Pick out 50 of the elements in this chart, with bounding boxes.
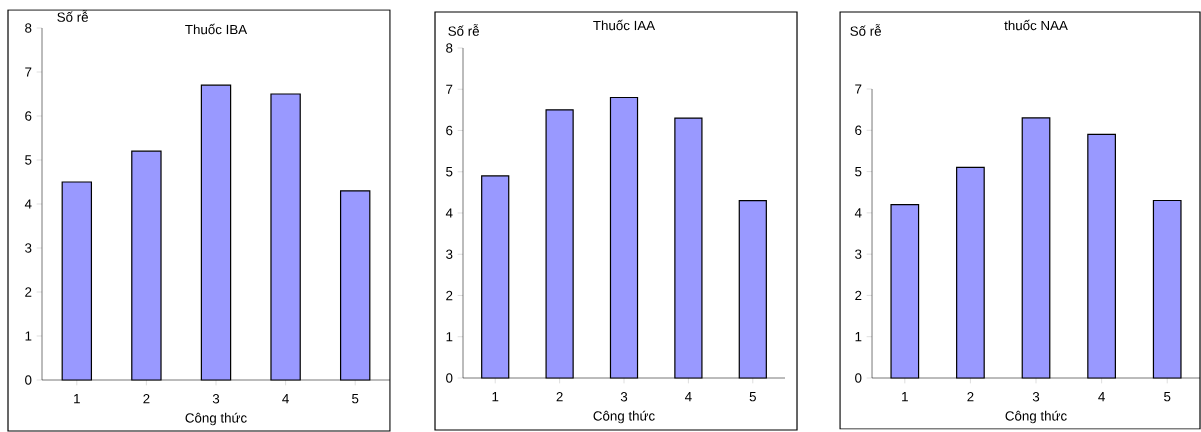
y-tick-label: 0 <box>855 373 862 383</box>
y-tick-label: 0 <box>446 373 453 383</box>
x-tick-label: 1 <box>74 394 80 404</box>
x-tick-label: 3 <box>620 392 628 402</box>
x-tick-label: 3 <box>212 394 220 404</box>
y-tick-label: 7 <box>25 67 32 77</box>
x-tick-label: 1 <box>902 392 908 402</box>
x-tick-label: 5 <box>352 394 359 404</box>
y-tick-label: 8 <box>446 43 453 53</box>
chart-title: Thuốc IBA <box>185 23 248 35</box>
y-tick-label: 0 <box>25 375 32 385</box>
x-tick-label: 2 <box>556 392 563 402</box>
x-axis-title: Công thức <box>1005 410 1067 424</box>
x-tick-label: 1 <box>492 392 499 402</box>
y-axis-title: Số rễ <box>57 10 88 22</box>
y-tick-label: 5 <box>855 166 862 177</box>
y-tick-label: 2 <box>855 290 862 301</box>
y-tick-label: 1 <box>25 331 32 341</box>
y-tick-label: 5 <box>446 167 453 177</box>
x-tick-label: 4 <box>685 392 692 402</box>
y-tick-label: 2 <box>25 287 32 297</box>
x-tick-label: 2 <box>967 392 974 402</box>
y-tick-label: 3 <box>446 249 453 259</box>
y-tick-label: 6 <box>446 125 453 136</box>
y-axis-title: Số rễ <box>850 24 881 36</box>
x-tick-label: 4 <box>282 394 289 404</box>
x-tick-label: 5 <box>1164 392 1171 402</box>
y-tick-label: 1 <box>446 332 453 342</box>
x-tick-label: 5 <box>749 392 756 402</box>
y-tick-label: 2 <box>446 290 453 301</box>
chart-title: Thuốc IAA <box>593 19 656 31</box>
x-tick-label: 3 <box>1032 392 1040 402</box>
x-tick-label: 4 <box>1098 392 1105 402</box>
y-axis-title: Số rễ <box>448 24 479 36</box>
y-tick-label: 3 <box>25 243 32 253</box>
y-tick-label: 7 <box>855 84 862 94</box>
y-tick-label: 1 <box>855 332 862 342</box>
y-tick-label: 7 <box>446 84 453 94</box>
chart-title: thuốc NAA <box>1004 19 1068 31</box>
y-tick-label: 3 <box>855 249 862 259</box>
y-tick-label: 4 <box>445 208 453 218</box>
y-tick-label: 5 <box>25 155 32 165</box>
x-tick-label: 2 <box>143 394 150 404</box>
x-axis-title: Công thức <box>185 412 247 426</box>
y-tick-label: 4 <box>24 199 32 209</box>
x-axis-title: Công thức <box>593 410 655 424</box>
y-tick-label: 6 <box>855 125 862 136</box>
y-tick-label: 6 <box>25 111 32 121</box>
y-tick-label: 4 <box>854 208 862 218</box>
y-tick-label: 8 <box>25 23 32 33</box>
